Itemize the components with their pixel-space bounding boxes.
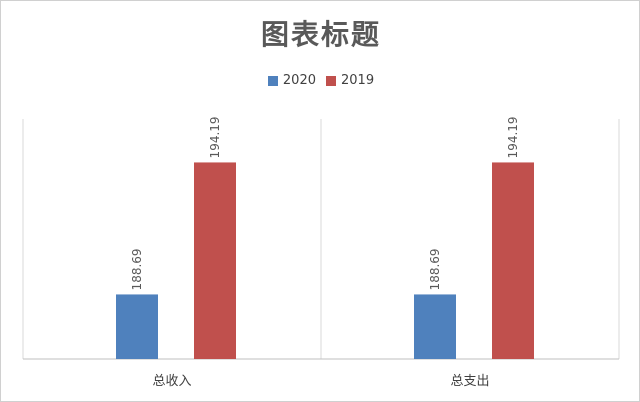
legend-swatch-2020 xyxy=(267,75,278,86)
legend-label-2020: 2020 xyxy=(282,73,316,88)
data-label-2019-expense: 194.19 xyxy=(506,116,520,158)
legend-swatch-2019 xyxy=(326,75,336,86)
legend-label-2019: 2019 xyxy=(341,73,375,88)
bar-2020-expense xyxy=(414,294,456,359)
legend: 2020 2019 xyxy=(1,73,640,88)
data-label-2020-income: 188.69 xyxy=(130,248,144,290)
bar-2019-expense xyxy=(492,162,534,359)
legend-item-2020: 2020 xyxy=(267,73,316,88)
bar-2019-income xyxy=(194,162,236,359)
bar-2020-income xyxy=(116,294,158,359)
x-tick-label: 总收入 xyxy=(152,374,191,389)
data-label-2020-expense: 188.69 xyxy=(428,248,442,290)
chart-title: 图表标题 xyxy=(260,18,381,51)
legend-item-2019: 2019 xyxy=(326,73,374,88)
data-label-2019-income: 194.19 xyxy=(208,116,222,158)
x-tick-label: 总支出 xyxy=(450,374,489,389)
